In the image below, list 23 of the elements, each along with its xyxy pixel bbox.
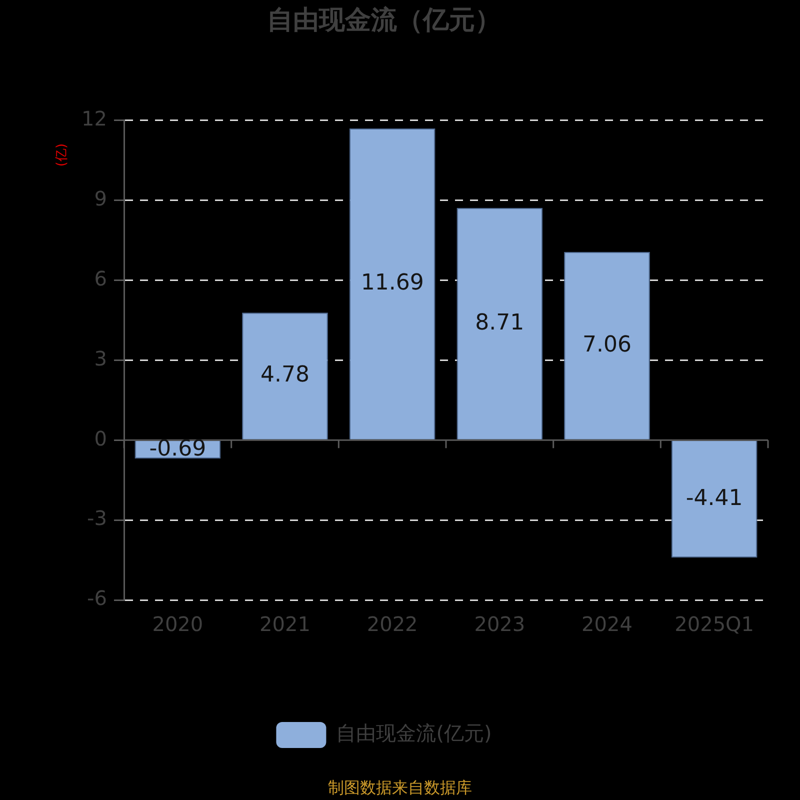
- legend-label: 自由现金流(亿元): [336, 721, 492, 746]
- data-label: -0.69: [149, 436, 206, 462]
- y-tick-label: -6: [87, 586, 107, 610]
- y-tick-label: 0: [94, 426, 107, 450]
- x-tick-label: 2023: [474, 612, 526, 636]
- x-tick-label: 2020: [152, 612, 204, 636]
- x-tick-label: 2021: [260, 612, 310, 636]
- x-tick-label: 2024: [582, 612, 632, 636]
- y-axis-title: (亿): [54, 143, 70, 167]
- y-tick-label: 12: [82, 106, 107, 130]
- text: 制图数据来自数据库: [327, 778, 473, 798]
- data-label: -4.41: [686, 486, 743, 511]
- x-tick-label: 2022: [366, 612, 418, 636]
- data-label: 8.71: [475, 310, 524, 336]
- chart-title: 自由现金流（亿元）: [267, 5, 501, 36]
- data-label: 7.06: [582, 332, 632, 358]
- y-tick-label: -3: [87, 506, 107, 530]
- y-tick-label: 6: [94, 266, 107, 290]
- data-label: 4.78: [260, 362, 310, 388]
- x-tick-label: 2025Q1: [674, 612, 754, 636]
- y-tick-label: 3: [94, 346, 107, 370]
- y-tick-label: 9: [94, 186, 107, 210]
- data-label: 11.69: [360, 270, 424, 296]
